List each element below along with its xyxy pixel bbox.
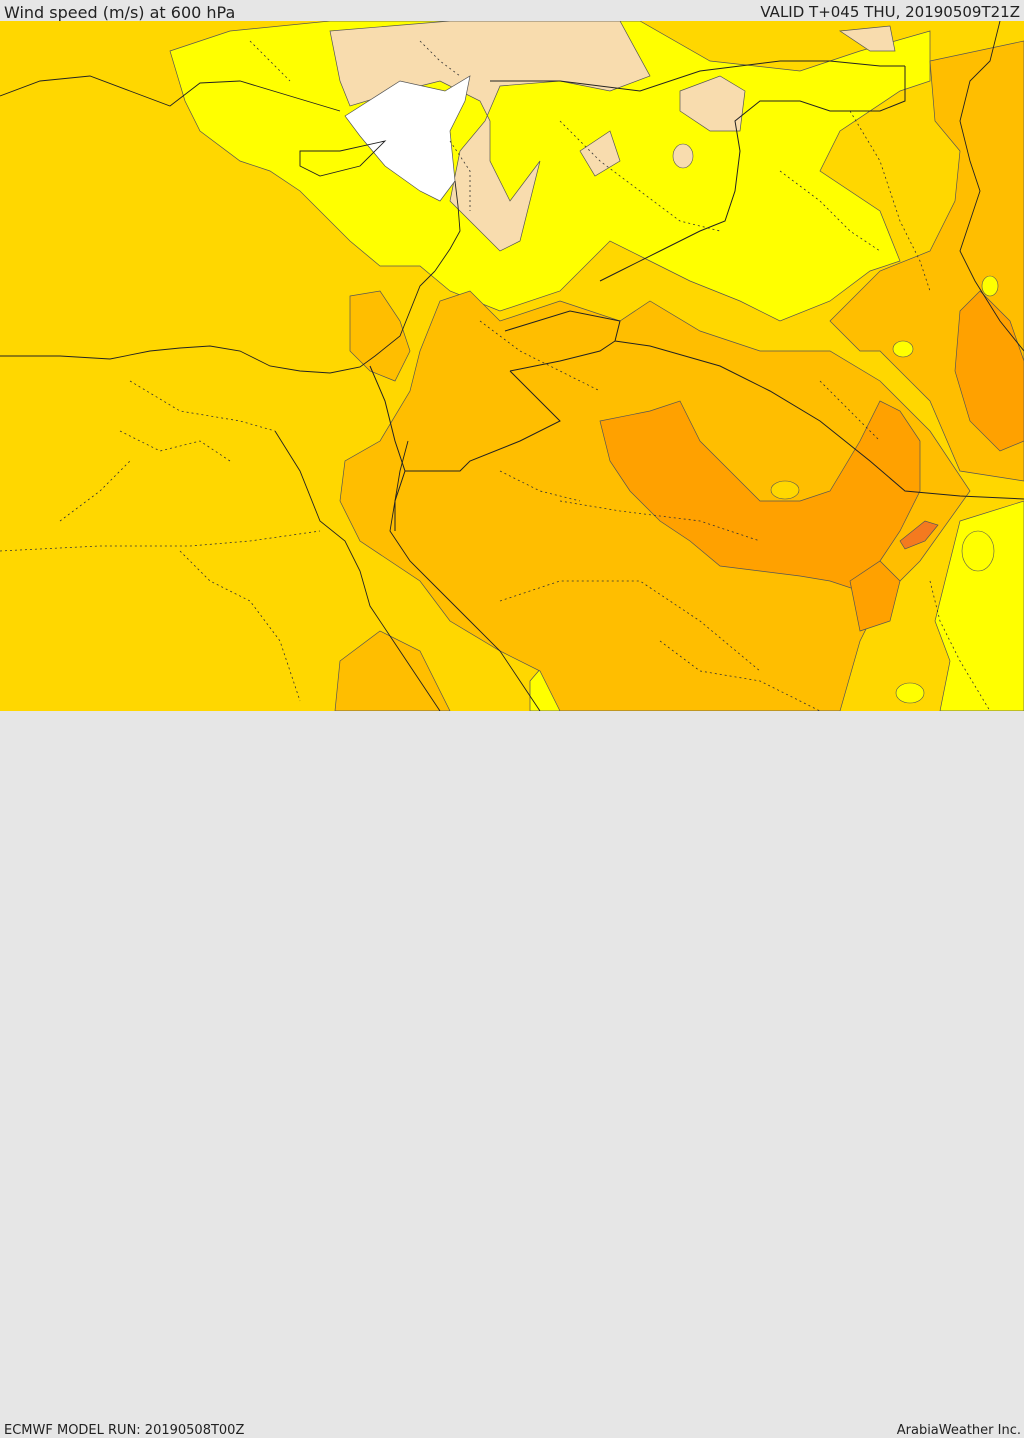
coastlines [0, 21, 1024, 711]
field-darkest [899, 520, 939, 550]
coastline-red-sea-west [274, 430, 441, 711]
border-jordan-saudi [509, 340, 616, 372]
field-speck [961, 530, 995, 572]
field-lighter-yellow-southeast [934, 500, 1024, 711]
field-speck [892, 340, 914, 358]
field-speck [981, 275, 999, 297]
coastline-turkey [0, 75, 341, 112]
border-saudi-iraq [614, 340, 1024, 500]
field-speck [895, 682, 925, 704]
field-lightest-syria [579, 130, 621, 177]
border-sinai [394, 470, 406, 531]
field-orange-south [334, 630, 451, 711]
coastline-mediterranean-south [0, 270, 436, 374]
coastline-gulf [959, 21, 1024, 352]
border-syria-iraq [490, 60, 905, 92]
valid-time: VALID T+045 THU, 20190509T21Z [760, 3, 1020, 21]
field-dark-orange-east [954, 290, 1024, 452]
field-dark-orange-south [849, 560, 901, 632]
map-title: Wind speed (m/s) at 600 hPa [4, 3, 236, 22]
country-borders [369, 60, 1024, 531]
wind-speed-map [0, 21, 1024, 711]
border-iraq-iran [599, 66, 906, 282]
field-lightest-north [329, 21, 651, 252]
field-lightest-northeast [838, 25, 896, 52]
header-bar: Wind speed (m/s) at 600 hPa VALID T+045 … [0, 0, 1024, 21]
field-white [344, 75, 471, 202]
field-dark-orange-main [599, 400, 921, 592]
model-run: ECMWF MODEL RUN: 20190508T00Z [4, 1423, 245, 1438]
credit-text: ArabiaWeather Inc. [896, 1423, 1021, 1438]
border-jordan-iraq [504, 310, 621, 342]
field-lightest-east [679, 75, 746, 132]
border-jordan-saudi-south [405, 370, 561, 472]
field-speck [672, 143, 694, 169]
coastline-cyprus [299, 140, 387, 177]
border-egypt-israel [369, 365, 406, 472]
coastline-red-sea-east [389, 440, 541, 711]
footer-bar: ECMWF MODEL RUN: 20190508T00Z ArabiaWeat… [0, 711, 1024, 1437]
admin-borders [0, 40, 991, 711]
field-speck [770, 480, 800, 500]
coastline-levant [434, 180, 461, 272]
field-orange-west [349, 290, 411, 382]
